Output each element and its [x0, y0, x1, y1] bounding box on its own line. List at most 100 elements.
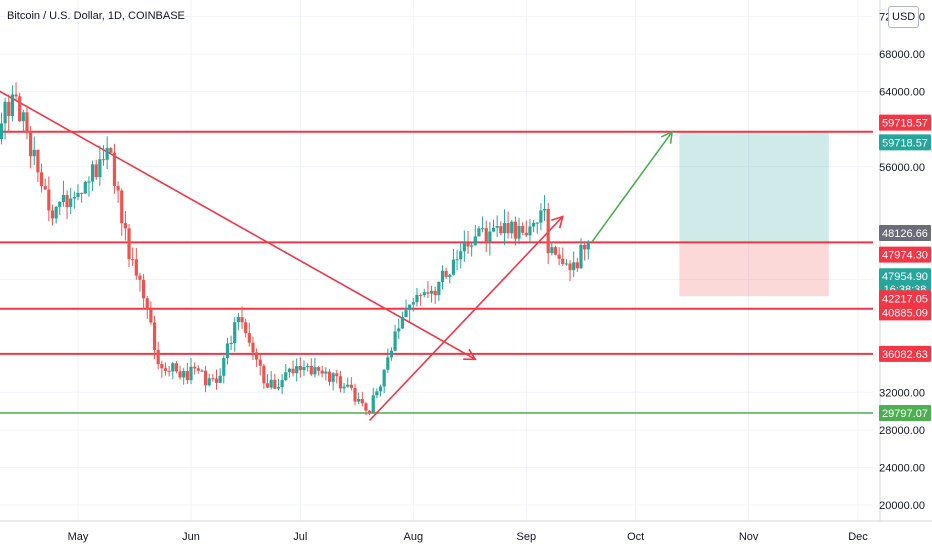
arrowhead: [463, 348, 477, 361]
candle-body: [18, 96, 22, 122]
candle-body: [171, 363, 175, 372]
candle-body: [21, 112, 25, 122]
candle-body: [295, 366, 299, 374]
candle-body: [517, 226, 521, 239]
candle-up: [269, 371, 273, 390]
candle-body: [72, 196, 76, 199]
price-label-bg: [879, 134, 931, 151]
candle-body: [69, 198, 73, 208]
candle-body: [127, 228, 131, 260]
x-tick-label: Jul: [293, 531, 307, 543]
candle-up: [550, 242, 554, 256]
arrowhead: [660, 130, 674, 144]
candle-body: [189, 366, 193, 381]
candle-body: [466, 243, 470, 247]
candle-body: [94, 164, 98, 178]
candle-up: [105, 136, 109, 170]
candle-body: [429, 290, 434, 294]
candle-down: [123, 211, 127, 241]
candle-up: [276, 378, 281, 391]
candle-down: [203, 365, 208, 393]
candle-body: [357, 399, 361, 402]
candle-down: [112, 143, 117, 194]
price-label: 40885.09: [879, 304, 931, 321]
candle-down: [553, 245, 558, 256]
candle-body: [174, 363, 179, 372]
candlesticks: [0, 82, 590, 416]
candle-body: [61, 195, 66, 202]
candle-up: [411, 297, 415, 312]
candle-down: [521, 222, 525, 236]
candle-body: [546, 209, 550, 254]
price-label-text: 59718.57: [882, 118, 928, 130]
candle-up: [422, 288, 426, 298]
candle-body: [145, 298, 149, 310]
candle-body: [149, 309, 153, 323]
candle-down: [152, 315, 157, 360]
candle-body: [240, 317, 244, 323]
candle-up: [564, 258, 569, 266]
candle-body: [433, 290, 437, 296]
candle-body: [316, 367, 321, 371]
trend-lines[interactable]: [0, 84, 674, 421]
position-box[interactable]: [679, 131, 829, 297]
candle-body: [415, 294, 419, 303]
candle-body: [3, 101, 7, 124]
candle-body: [244, 322, 248, 334]
candle-up: [429, 285, 434, 303]
candle-body: [54, 206, 58, 219]
candle-body: [539, 210, 543, 223]
candle-body: [90, 164, 95, 182]
candle-up: [54, 205, 58, 224]
candle-body: [528, 226, 532, 236]
candle-body: [495, 226, 499, 228]
candle-down: [251, 336, 255, 361]
candle-up: [218, 368, 222, 384]
candle-body: [444, 270, 448, 277]
candle-up: [287, 367, 292, 378]
candle-body: [120, 190, 124, 224]
candle-body: [440, 270, 445, 282]
candle-body: [80, 192, 84, 194]
candle-up: [393, 325, 397, 352]
candle-body: [101, 159, 106, 161]
candle-up: [61, 180, 66, 207]
x-tick-label: Dec: [848, 531, 868, 543]
candle-up: [98, 145, 102, 186]
candle-up: [233, 317, 237, 352]
currency-button[interactable]: USD: [888, 6, 920, 28]
price-label-text: 47974.30: [882, 250, 928, 262]
candle-down: [25, 105, 29, 140]
candle-body: [32, 149, 36, 157]
candle-up: [21, 109, 25, 132]
candle-down: [178, 365, 182, 380]
candle-up: [480, 216, 485, 233]
candle-up: [280, 374, 284, 395]
candle-down: [273, 373, 277, 390]
candle-body: [349, 384, 353, 388]
candle-up: [408, 304, 412, 322]
candle-up: [477, 226, 481, 237]
candle-body: [535, 222, 539, 224]
trend-line: [0, 90, 477, 361]
horizontal-levels[interactable]: [0, 130, 873, 414]
y-tick-label: 64000.00: [879, 87, 925, 99]
candle-down: [262, 363, 266, 389]
candle-body: [375, 391, 379, 396]
candle-up: [236, 312, 240, 331]
candle-body: [557, 254, 561, 259]
price-label: 36082.63: [879, 345, 931, 362]
candle-body: [160, 364, 164, 369]
candle-body: [10, 94, 14, 117]
candle-down: [499, 221, 503, 236]
candle-body: [280, 380, 284, 388]
candle-up: [342, 382, 346, 393]
candle-down: [240, 306, 244, 329]
candle-down: [320, 365, 324, 378]
y-tick-label: 24000.00: [879, 462, 925, 474]
candle-body: [247, 333, 251, 343]
candle-body: [142, 279, 146, 299]
candle-down: [557, 247, 561, 266]
